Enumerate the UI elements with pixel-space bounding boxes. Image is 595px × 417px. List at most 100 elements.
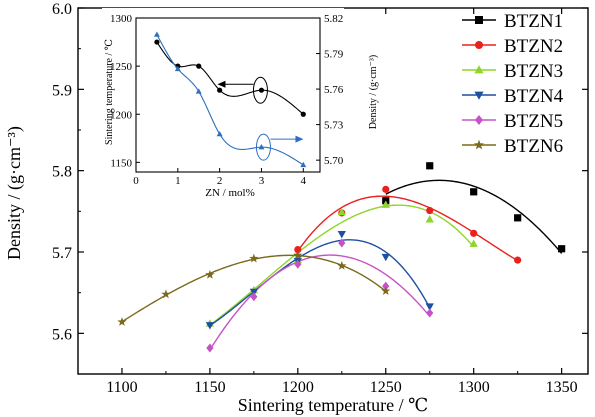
inset-left-axis-label: Sintering temperature / ℃ — [104, 39, 115, 145]
legend-label: BTZN2 — [504, 36, 563, 57]
legend-label: BTZN6 — [504, 136, 563, 157]
data-point-btzn6 — [205, 269, 215, 279]
legend-marker — [475, 115, 483, 125]
inset-right-axis-label: Density / (g·cm⁻³) — [368, 55, 379, 129]
series-curve-btzn1 — [385, 179, 563, 254]
inset-point-left — [154, 39, 160, 45]
data-point-btzn2 — [514, 256, 522, 264]
data-point-btzn3 — [425, 215, 434, 223]
inset-y-tick-label: 1250 — [110, 61, 133, 73]
legend-label: BTZN4 — [504, 86, 564, 107]
inset-point-left — [300, 111, 306, 117]
data-point-btzn6 — [249, 253, 259, 263]
inset-curve-left — [156, 41, 304, 115]
data-point-btzn6 — [337, 260, 347, 270]
inset-point-right — [153, 31, 160, 37]
data-point-btzn4 — [337, 231, 346, 239]
inset-y2-tick-label: 5.73 — [324, 120, 344, 132]
y-tick-label: 5.7 — [52, 245, 72, 262]
series-curve-btzn5 — [209, 254, 431, 351]
inset-point-right — [258, 144, 265, 150]
inset-y2-tick-label: 5.70 — [324, 155, 344, 167]
main-axes: 1100 1150 1200 1250 1300 1350 5.6 5.7 5.8 5.9 6.0 — [52, 1, 589, 396]
data-point-btzn5 — [426, 308, 434, 318]
inset-point-left — [258, 87, 265, 93]
inset-y-tick-label: 1300 — [110, 13, 133, 25]
legend-label: BTZN3 — [504, 61, 563, 82]
x-tick-label: 1200 — [282, 379, 314, 396]
data-point-btzn2 — [382, 185, 390, 193]
inset-point-right — [216, 130, 223, 137]
data-point-btzn2 — [470, 229, 478, 237]
inset-chart: 0 1 2 3 4 1150 1200 1250 1300 5.70 5.73 5.76 5.79 5.8… — [110, 13, 344, 187]
data-point-btzn4 — [425, 303, 434, 311]
y-tick-label: 5.6 — [52, 326, 72, 343]
x-tick-label: 1250 — [370, 379, 402, 396]
inset-frame — [135, 17, 321, 173]
main-data-markers — [117, 162, 566, 353]
data-point-btzn5 — [250, 292, 258, 302]
y-tick-label: 6.0 — [52, 1, 72, 18]
y-axis-label: Density / (g·cm⁻³) — [4, 126, 25, 260]
data-point-btzn5 — [338, 238, 346, 248]
x-tick-label: 1300 — [458, 379, 490, 396]
inset-right-arrowhead — [295, 135, 304, 143]
legend-label: BTZN1 — [504, 11, 563, 32]
inset-right-series-ellipse — [255, 133, 271, 161]
legend-marker — [475, 41, 483, 49]
inset-point-left — [196, 63, 202, 69]
data-point-btzn6 — [293, 250, 303, 260]
legend-marker — [473, 139, 485, 150]
x-tick-label: 1100 — [106, 379, 137, 396]
legend: BTZN1 BTZN2 BTZN3 BTZN4 BTZN5 BTZN6 — [462, 11, 564, 157]
x-tick-label: 1350 — [546, 379, 578, 396]
data-point-btzn2 — [426, 206, 434, 215]
x-tick-label: 1150 — [194, 379, 225, 396]
data-point-btzn3 — [337, 207, 346, 216]
inset-point-left — [217, 87, 223, 93]
data-point-btzn6 — [117, 317, 127, 326]
data-point-btzn1 — [514, 214, 522, 222]
legend-marker — [474, 65, 484, 74]
inset-background — [102, 8, 344, 166]
inset-x-tick-label: 3 — [259, 175, 265, 187]
series-curve-btzn4 — [209, 239, 431, 327]
data-point-btzn3 — [469, 239, 478, 247]
inset-x-tick-label: 1 — [175, 175, 181, 187]
inset-point-right — [174, 65, 181, 72]
inset-point-right — [300, 161, 307, 168]
x-axis-label: Sintering temperature / ℃ — [238, 395, 429, 415]
inset-x-tick-label: 4 — [301, 175, 307, 187]
inset-y-tick-label: 1150 — [110, 157, 132, 169]
data-point-btzn3 — [381, 200, 390, 208]
inset-point-right — [195, 88, 202, 94]
data-point-btzn1 — [426, 162, 434, 170]
inset-y-tick-label: 1200 — [110, 109, 133, 121]
data-point-btzn5 — [294, 259, 302, 269]
inset-y2-tick-label: 5.82 — [324, 13, 343, 25]
legend-marker — [474, 91, 484, 100]
data-point-btzn6 — [381, 286, 391, 295]
data-point-btzn6 — [161, 289, 171, 299]
inset-left-arrowhead — [217, 80, 226, 88]
data-point-btzn1 — [558, 245, 566, 253]
legend-marker — [475, 16, 483, 24]
inset-x-axis-label: ZN / mol% — [205, 187, 255, 199]
inset-y2-tick-label: 5.76 — [324, 84, 344, 96]
data-point-btzn2 — [294, 245, 302, 254]
inset-left-series-ellipse — [252, 76, 268, 104]
inset-x-tick-label: 2 — [217, 175, 223, 187]
data-point-btzn4 — [381, 253, 390, 262]
data-point-btzn5 — [382, 281, 390, 291]
data-point-btzn5 — [206, 343, 214, 353]
data-point-btzn1 — [470, 188, 478, 196]
legend-label: BTZN5 — [504, 111, 563, 132]
y-tick-label: 5.8 — [52, 164, 72, 181]
inset-y2-tick-label: 5.79 — [324, 49, 344, 61]
inset-curve-right — [156, 34, 304, 166]
inset-x-tick-label: 0 — [133, 175, 139, 187]
series-curve-btzn2 — [297, 195, 519, 262]
data-point-btzn4 — [205, 322, 215, 330]
y-tick-label: 5.9 — [52, 82, 72, 99]
